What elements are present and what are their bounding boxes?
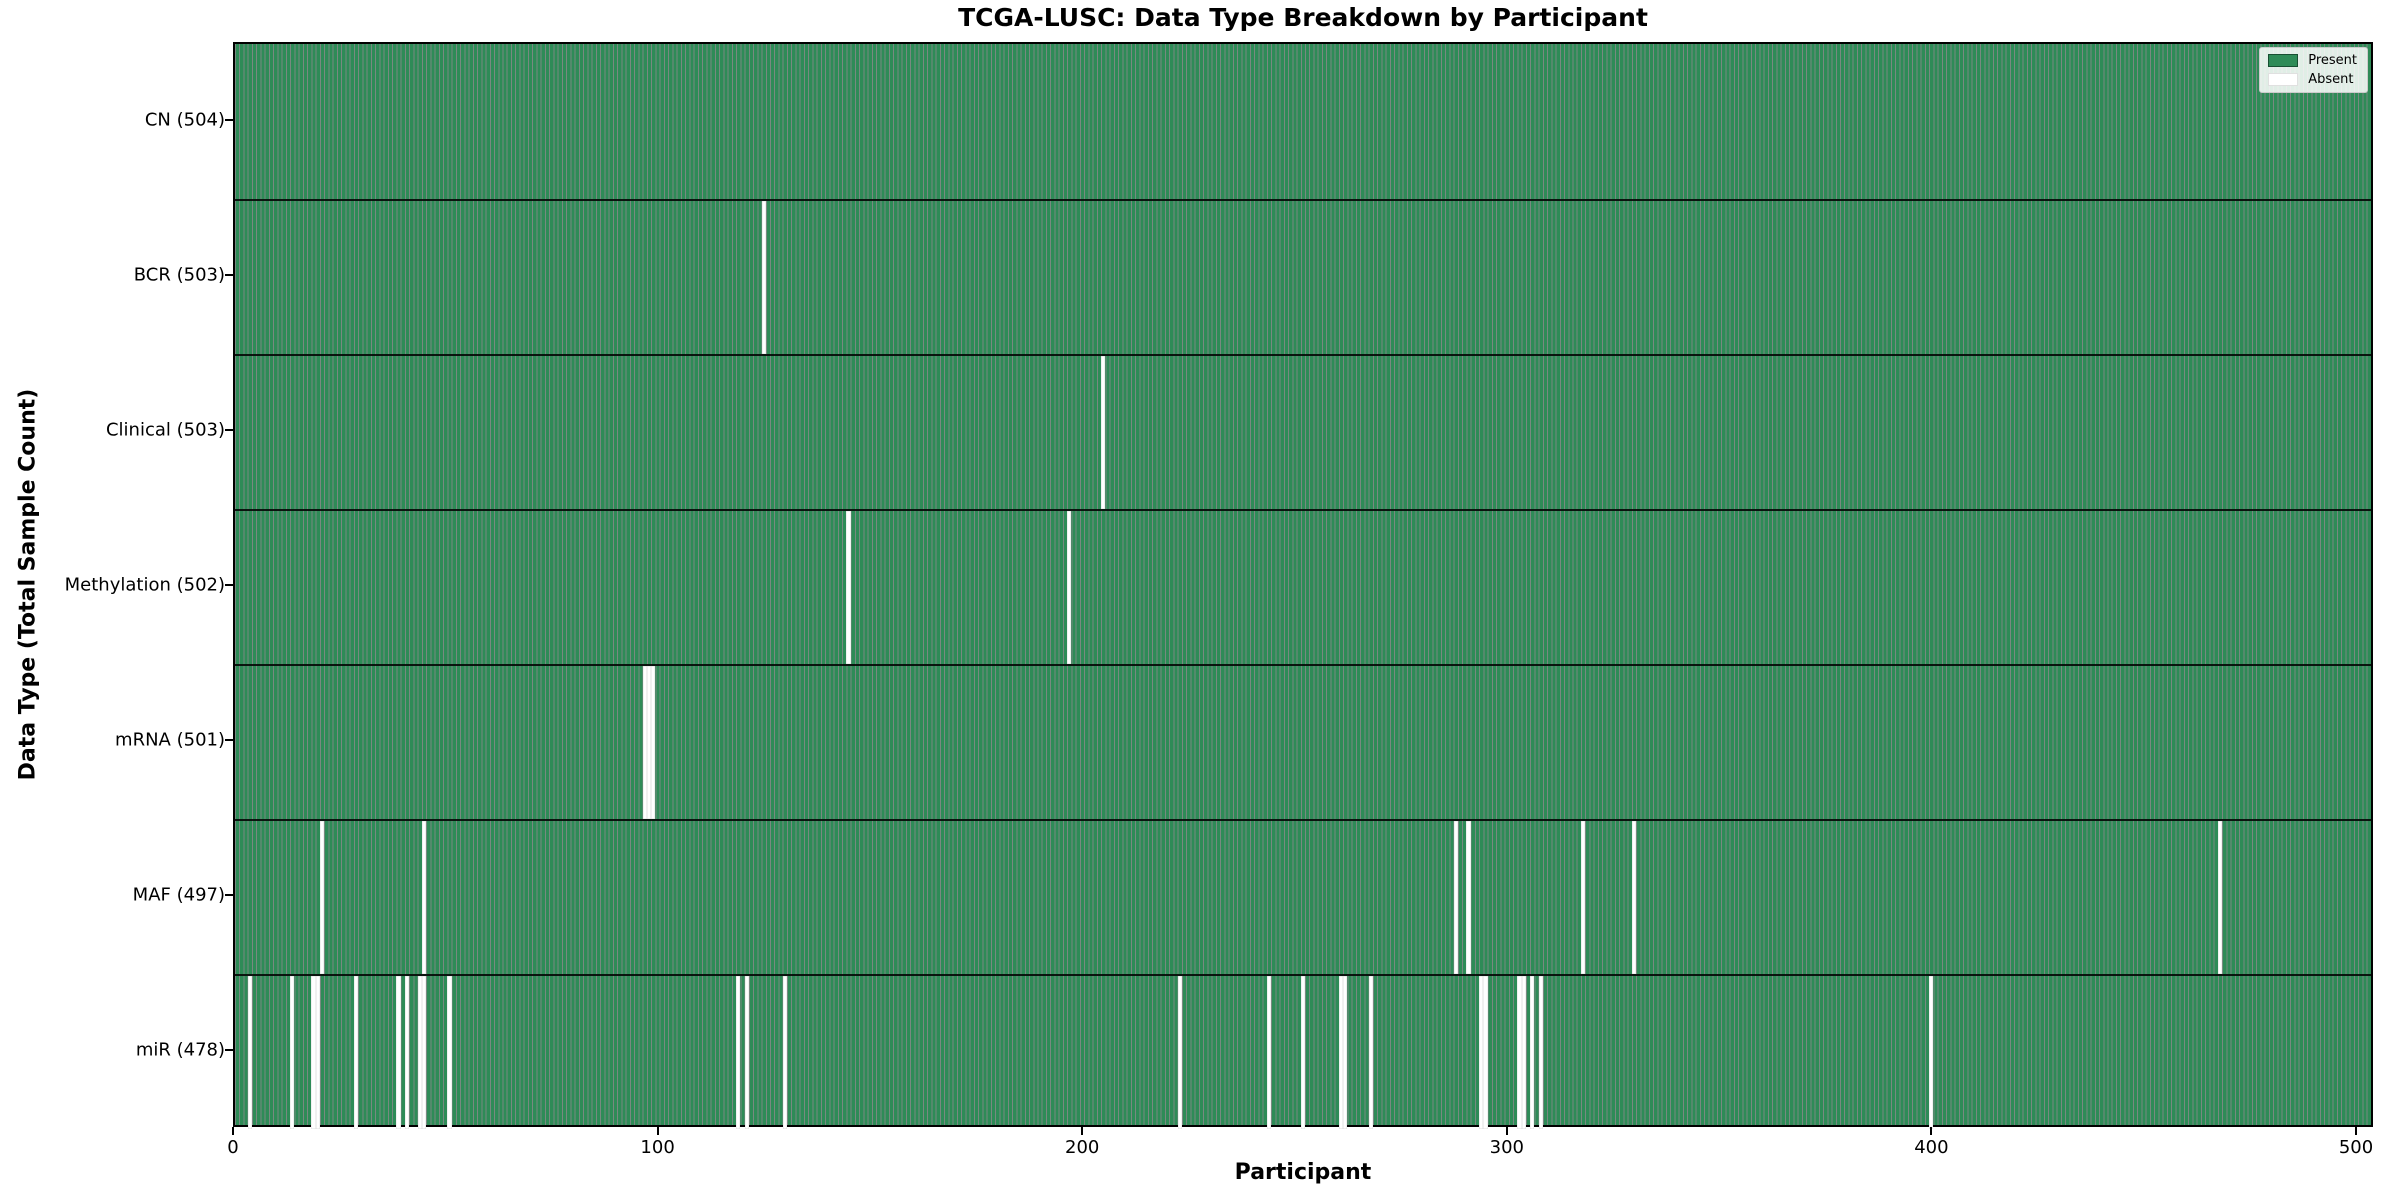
y-tick-mark-mRNA: [225, 738, 233, 741]
absent-cell-miR-307: [1538, 976, 1543, 1129]
y-tick-label-miR: miR (478): [135, 1039, 225, 1060]
absent-cell-miR-293: [1479, 976, 1484, 1129]
absent-cell-MAF-317: [1580, 821, 1586, 974]
legend-label-absent: Absent: [2308, 72, 2354, 87]
absent-cell-MAF-287: [1453, 821, 1458, 974]
heatmap-row-mRNA: [235, 664, 2371, 819]
present-swatch: [2268, 54, 2299, 67]
absent-cell-miR-305: [1530, 976, 1535, 1129]
y-tick-mark-MAF: [225, 893, 233, 896]
absent-cell-miR-399: [1929, 976, 1934, 1129]
absent-cell-miR-19: [315, 976, 320, 1129]
legend-entry-present: Present: [2268, 53, 2357, 68]
legend-entry-absent: Absent: [2268, 72, 2357, 87]
absent-cell-MAF-329: [1631, 821, 1637, 974]
x-tick-mark-400: [1930, 1127, 1933, 1135]
absent-cell-MAF-467: [2217, 821, 2223, 974]
absent-cell-miR-243: [1266, 976, 1272, 1129]
y-tick-mark-miR: [225, 1048, 233, 1051]
heatmap-row-BCR: [235, 199, 2371, 354]
absent-cell-miR-129: [782, 976, 787, 1129]
y-tick-mark-Clinical: [225, 428, 233, 431]
absent-cell-MAF-44: [421, 821, 427, 974]
absent-cell-miR-222: [1177, 976, 1182, 1129]
absent-cell-miR-261: [1343, 976, 1348, 1129]
absent-swatch: [2268, 73, 2299, 86]
absent-cell-miR-251: [1300, 976, 1305, 1129]
absent-cell-miR-18: [311, 976, 316, 1129]
y-tick-label-Clinical: Clinical (503): [105, 419, 225, 440]
y-tick-mark-Methylation: [225, 583, 233, 586]
absent-cell-mRNA-96: [642, 666, 647, 819]
legend: Present Absent: [2259, 47, 2368, 93]
x-tick-label-100: 100: [640, 1137, 675, 1158]
absent-cell-miR-50: [447, 976, 452, 1129]
absent-cell-miR-267: [1368, 976, 1373, 1129]
x-tick-label-300: 300: [1489, 1137, 1524, 1158]
heatmap-row-CN: [235, 44, 2371, 199]
plot-area: [233, 42, 2373, 1129]
absent-cell-miR-3: [247, 976, 252, 1129]
absent-cell-miR-303: [1521, 976, 1526, 1129]
chart-title: TCGA-LUSC: Data Type Breakdown by Partic…: [958, 3, 1648, 32]
x-tick-mark-500: [2355, 1127, 2358, 1135]
x-tick-label-500: 500: [2338, 1137, 2374, 1158]
x-tick-mark-200: [1081, 1127, 1084, 1135]
y-tick-mark-BCR: [225, 273, 233, 276]
absent-cell-Clinical-204: [1101, 356, 1106, 509]
absent-cell-miR-40: [404, 976, 410, 1129]
absent-cell-MAF-20: [319, 821, 325, 974]
absent-cell-BCR-124: [761, 201, 766, 354]
heatmap-row-Methylation: [235, 509, 2371, 664]
heatmap-row-miR: [235, 974, 2371, 1129]
x-tick-label-0: 0: [227, 1137, 239, 1158]
y-tick-label-MAF: MAF (497): [132, 884, 225, 905]
absent-cell-miR-28: [353, 976, 359, 1129]
x-tick-label-200: 200: [1065, 1137, 1100, 1158]
absent-cell-Methylation-144: [846, 511, 851, 664]
absent-cell-miR-13: [290, 976, 295, 1129]
absent-cell-mRNA-98: [651, 666, 656, 819]
x-tick-mark-100: [656, 1127, 659, 1135]
absent-cell-miR-260: [1338, 976, 1344, 1129]
x-tick-label-400: 400: [1914, 1137, 1949, 1158]
absent-cell-miR-118: [736, 976, 741, 1129]
heatmap-row-MAF: [235, 819, 2371, 974]
heatmap-row-Clinical: [235, 354, 2371, 509]
absent-cell-mRNA-97: [646, 666, 652, 819]
y-tick-label-BCR: BCR (503): [133, 264, 225, 285]
absent-cell-miR-120: [744, 976, 749, 1129]
y-tick-label-mRNA: mRNA (501): [115, 729, 225, 750]
y-tick-label-Methylation: Methylation (502): [64, 574, 225, 595]
absent-cell-miR-44: [421, 976, 427, 1129]
legend-label-present: Present: [2308, 53, 2357, 68]
y-tick-mark-CN: [225, 118, 233, 121]
absent-cell-miR-302: [1517, 976, 1522, 1129]
absent-cell-miR-38: [396, 976, 401, 1129]
x-axis-label: Participant: [1234, 1160, 1372, 1185]
absent-cell-miR-294: [1483, 976, 1488, 1129]
x-tick-mark-0: [232, 1127, 234, 1135]
absent-cell-MAF-290: [1466, 821, 1471, 974]
x-tick-mark-300: [1505, 1127, 1508, 1135]
absent-cell-miR-43: [417, 976, 422, 1129]
absent-cell-Methylation-196: [1067, 511, 1072, 664]
y-tick-label-CN: CN (504): [144, 109, 225, 130]
